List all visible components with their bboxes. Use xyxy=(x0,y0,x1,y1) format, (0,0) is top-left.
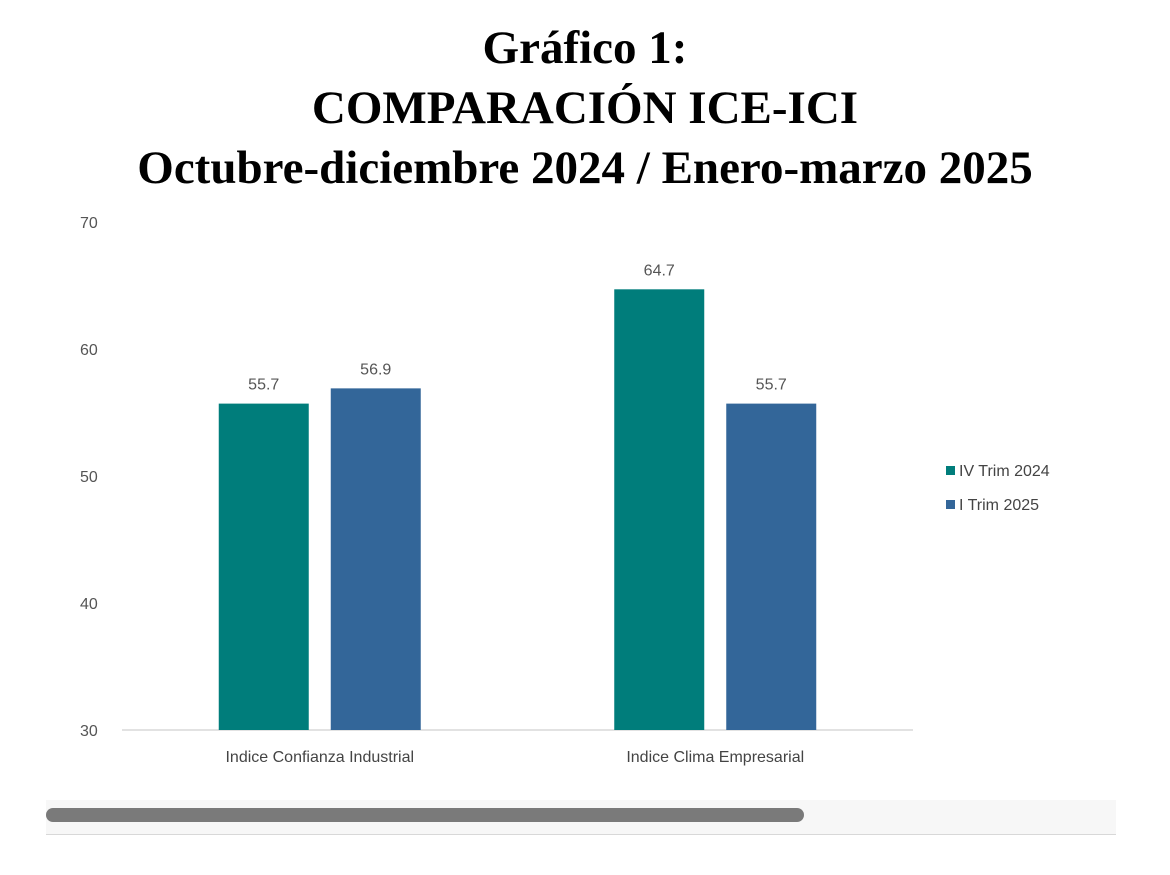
bar xyxy=(330,388,421,730)
x-category-label: Indice Confianza Industrial xyxy=(225,749,414,766)
x-category-label: Indice Clima Empresarial xyxy=(626,749,804,766)
y-tick-label: 40 xyxy=(80,596,98,613)
y-tick-label: 60 xyxy=(80,342,98,359)
y-tick-label: 50 xyxy=(80,469,98,486)
horizontal-scrollbar[interactable] xyxy=(46,800,1116,835)
data-label: 55.7 xyxy=(756,377,787,394)
bar-chart: 30 40 50 60 70 55.7 56.9 Indice Confianza Indus… xyxy=(80,215,1050,766)
data-label: 64.7 xyxy=(644,262,675,279)
legend-swatch xyxy=(946,466,955,475)
bar xyxy=(614,289,705,730)
legend-label: I Trim 2025 xyxy=(959,497,1039,514)
bar xyxy=(218,403,309,730)
bar xyxy=(726,403,817,730)
legend-swatch xyxy=(946,500,955,509)
chart-title-line-1: Gráfico 1: xyxy=(482,22,688,74)
y-tick-label: 30 xyxy=(80,723,98,740)
chart-title-line-2: COMPARACIÓN ICE-ICI xyxy=(311,82,859,134)
scrollbar-thumb[interactable] xyxy=(46,808,804,822)
y-tick-label: 70 xyxy=(80,215,98,232)
data-label: 56.9 xyxy=(360,361,391,378)
data-label: 55.7 xyxy=(248,377,279,394)
chart-title-line-3: Octubre-diciembre 2024 / Enero-marzo 202… xyxy=(137,142,1033,194)
chart-title: Gráfico 1: COMPARACIÓN ICE-ICI Octubre-d… xyxy=(0,18,1170,198)
legend-label: IV Trim 2024 xyxy=(959,463,1050,480)
